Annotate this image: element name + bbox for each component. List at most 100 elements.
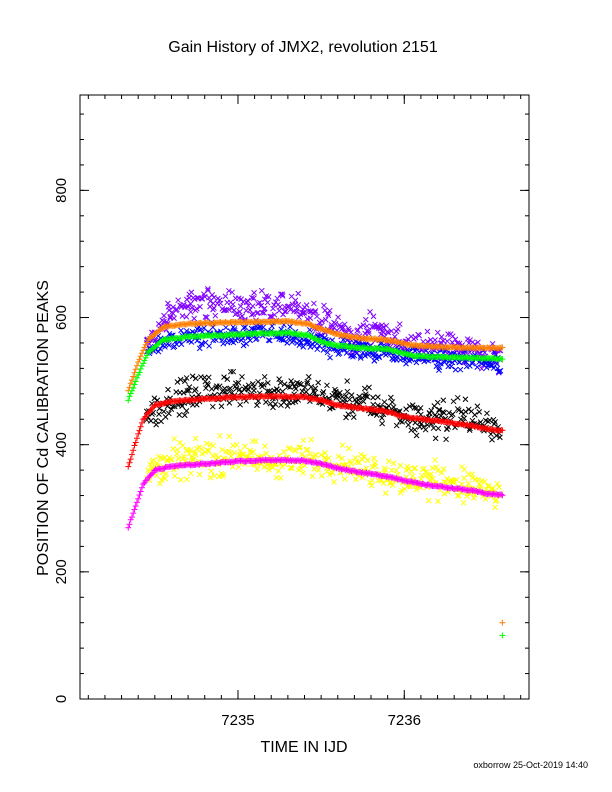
- scatter-point: [224, 339, 231, 346]
- scatter-point: [170, 445, 177, 452]
- smooth-point: [125, 397, 132, 404]
- scatter-point: [171, 435, 178, 442]
- scatter-point: [229, 289, 235, 296]
- scatter-point: [312, 452, 319, 458]
- scatter-point: [155, 348, 162, 355]
- scatter-point: [405, 422, 412, 428]
- scatter-point: [181, 412, 188, 419]
- scatter-point: [362, 316, 369, 323]
- scatter-point: [256, 299, 263, 306]
- scatter-point: [312, 309, 318, 316]
- scatter-point: [218, 403, 225, 410]
- scatter-point: [331, 479, 337, 485]
- x-tick-label: 7236: [388, 712, 421, 729]
- scatter-point: [382, 352, 389, 358]
- scatter-point: [249, 294, 255, 301]
- scatter-point: [321, 302, 327, 309]
- isolated-point: [499, 619, 506, 626]
- scatter-point: [174, 446, 181, 453]
- scatter-point: [192, 386, 199, 392]
- scatter-point: [239, 313, 246, 319]
- scatter-point: [396, 321, 403, 327]
- scatter-point: [444, 338, 451, 345]
- smooth-series-layer: [125, 317, 506, 531]
- scatter-point: [306, 327, 313, 333]
- scatter-point: [315, 379, 322, 386]
- scatter-point: [300, 344, 307, 350]
- scatter-point: [341, 476, 348, 482]
- scatter-point: [192, 435, 199, 442]
- scatter-point: [364, 457, 371, 464]
- scatter-point: [151, 395, 158, 402]
- scatter-point: [205, 374, 212, 381]
- scatter-point: [385, 458, 392, 465]
- scatter-point: [205, 287, 211, 294]
- scatter-point: [432, 457, 438, 463]
- scatter-point: [482, 496, 489, 502]
- scatter-point: [345, 445, 352, 452]
- scatter-point: [292, 385, 299, 392]
- scatter-point: [397, 462, 404, 469]
- scatter-point: [295, 302, 302, 308]
- scatter-point: [174, 379, 181, 385]
- scatter-point: [292, 297, 299, 304]
- scatter-point: [465, 480, 472, 487]
- scatter-point: [388, 467, 395, 474]
- scatter-point: [307, 344, 314, 350]
- scatter-point: [189, 373, 196, 380]
- scatter-point: [327, 354, 333, 361]
- scatter-point: [298, 465, 304, 472]
- smooth-point: [128, 451, 135, 458]
- scatter-point: [312, 308, 319, 314]
- scatter-point: [171, 473, 178, 479]
- scatter-point: [489, 436, 495, 443]
- scatter-point: [161, 312, 167, 319]
- scatter-point: [385, 329, 392, 336]
- scatter-point: [365, 330, 372, 337]
- scatter-point: [324, 310, 331, 317]
- scatter-point: [280, 337, 287, 344]
- scatter-point: [250, 295, 257, 302]
- scatter-point: [293, 308, 300, 315]
- smooth-point: [127, 456, 134, 463]
- scatter-point: [251, 289, 257, 296]
- scatter-point: [370, 394, 376, 401]
- scatter-point: [471, 412, 478, 418]
- scatter-point: [247, 307, 253, 313]
- scatter-point: [465, 406, 472, 413]
- scatter-point: [272, 401, 279, 407]
- scatter-point: [391, 333, 398, 340]
- scatter-point: [270, 305, 276, 312]
- scatter-point: [261, 310, 267, 316]
- smooth-point: [135, 430, 142, 437]
- scatter-point: [252, 438, 259, 445]
- scatter-point: [210, 300, 217, 307]
- scatter-point: [178, 327, 184, 334]
- scatter-point: [308, 383, 315, 390]
- scatter-point: [150, 457, 157, 463]
- scatter-point: [474, 364, 481, 370]
- scatter-point: [265, 337, 272, 343]
- scatter-point: [422, 426, 429, 433]
- scatter-point: [171, 315, 177, 322]
- scatter-point: [416, 332, 423, 339]
- scatter-point: [475, 339, 481, 346]
- scatter-point: [247, 337, 254, 344]
- scatter-point: [221, 385, 228, 392]
- scatter-point: [295, 290, 302, 297]
- scatter-point: [267, 313, 274, 320]
- y-tick-label: 400: [53, 432, 70, 457]
- scatter-point: [208, 468, 215, 474]
- scatter-point: [156, 411, 162, 417]
- scatter-point: [366, 384, 372, 391]
- scatter-point: [158, 418, 164, 425]
- scatter-point: [393, 422, 400, 429]
- scatter-point: [489, 340, 496, 347]
- scatter-point: [359, 456, 366, 463]
- scatter-point: [189, 304, 195, 311]
- scatter-point: [389, 399, 396, 405]
- scatter-point: [254, 402, 260, 409]
- scatter-point: [387, 394, 394, 401]
- scatter-point: [212, 312, 219, 319]
- scatter-point: [202, 314, 209, 320]
